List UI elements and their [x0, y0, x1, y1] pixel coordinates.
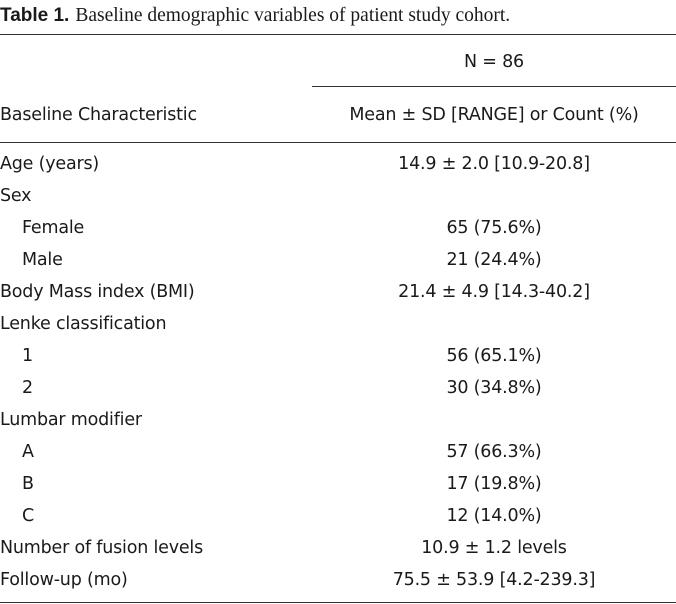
row-label: B — [22, 474, 34, 494]
table-row: Female 65 (75.6%) — [0, 216, 676, 248]
row-value: 21.4 ± 4.9 [14.3-40.2] — [398, 282, 590, 302]
table-row: B 17 (19.8%) — [0, 472, 676, 504]
table-row: Male 21 (24.4%) — [0, 248, 676, 280]
table-caption: Table 1. Baseline demographic variables o… — [0, 0, 676, 32]
row-label: C — [22, 506, 35, 526]
row-label: Body Mass index (BMI) — [0, 282, 195, 302]
table-body: Age (years) 14.9 ± 2.0 [10.9-20.8] Sex Fema… — [0, 152, 676, 600]
row-value: 14.9 ± 2.0 [10.9-20.8] — [398, 154, 590, 174]
row-label: Sex — [0, 186, 32, 206]
row-value: 12 (14.0%) — [446, 506, 542, 526]
row-label: 1 — [22, 346, 33, 366]
row-label: 2 — [22, 378, 33, 398]
row-value: 30 (34.8%) — [446, 378, 542, 398]
table-row: A 57 (66.3%) — [0, 440, 676, 472]
row-value: 56 (65.1%) — [446, 346, 542, 366]
column-header-statistic: Mean ± SD [RANGE] or Count (%) — [349, 105, 639, 125]
bottom-rule — [0, 602, 676, 603]
row-value: 75.5 ± 53.9 [4.2-239.3] — [392, 570, 596, 590]
table-row: Lumbar modifier — [0, 408, 676, 440]
table-row: C 12 (14.0%) — [0, 504, 676, 536]
column-header-characteristic: Baseline Characteristic — [0, 105, 197, 125]
table-row: Age (years) 14.9 ± 2.0 [10.9-20.8] — [0, 152, 676, 184]
row-value: 65 (75.6%) — [446, 218, 542, 238]
table-row: Follow-up (mo) 75.5 ± 53.9 [4.2-239.3] — [0, 568, 676, 600]
row-value: 10.9 ± 1.2 levels — [421, 538, 567, 558]
group-header-rule — [312, 86, 676, 87]
header-rule — [0, 142, 676, 143]
table-row: Lenke classification — [0, 312, 676, 344]
row-value: 21 (24.4%) — [446, 250, 542, 270]
table-row: Body Mass index (BMI) 21.4 ± 4.9 [14.3-40… — [0, 280, 676, 312]
row-value: 57 (66.3%) — [446, 442, 542, 462]
row-label: Male — [22, 250, 63, 270]
table-row: Number of fusion levels 10.9 ± 1.2 levels — [0, 536, 676, 568]
table-caption-label: Table 1. — [0, 5, 70, 26]
sample-size-header: N = 86 — [464, 52, 524, 72]
row-value: 17 (19.8%) — [446, 474, 542, 494]
table-row: Sex — [0, 184, 676, 216]
row-label: Lumbar modifier — [0, 410, 142, 430]
row-label: Follow-up (mo) — [0, 570, 128, 590]
row-label: Lenke classification — [0, 314, 167, 334]
top-rule — [0, 34, 676, 35]
table-row: 1 56 (65.1%) — [0, 344, 676, 376]
row-label: Number of fusion levels — [0, 538, 204, 558]
row-label: Female — [22, 218, 85, 238]
row-label: Age (years) — [0, 154, 100, 174]
table-caption-text: Baseline demographic variables of patien… — [75, 5, 511, 26]
row-label: A — [22, 442, 34, 462]
table-row: 2 30 (34.8%) — [0, 376, 676, 408]
